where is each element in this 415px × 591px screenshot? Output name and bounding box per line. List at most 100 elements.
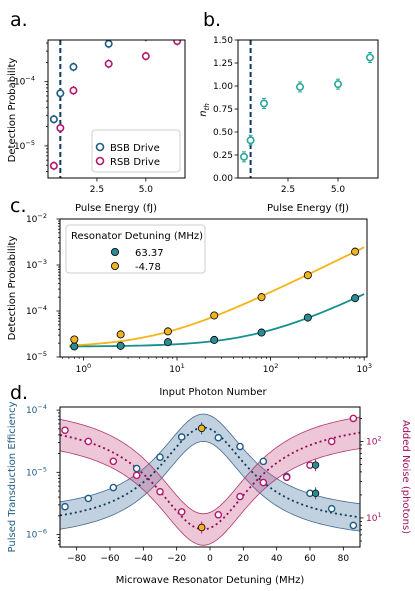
panel-d-ytick-left-label-base: 10	[26, 531, 38, 541]
panel-c-xtick-label-exp: 1	[181, 362, 185, 370]
panel-c-legend: Resonator Detuning (MHz) 63.37 -4.78	[65, 224, 206, 274]
panel-c-ytick-label-base: 10	[26, 261, 38, 271]
legend-bsb-label: BSB Drive	[110, 143, 160, 154]
panel-b-ytick-label-base: 0.75	[213, 105, 233, 115]
panel-b-ytick-label-base: 1.00	[213, 82, 233, 92]
panel-d-xlabel: Microwave Resonator Detuning (MHz)	[116, 575, 305, 586]
panel-d-xtick-label-base: 20	[238, 554, 250, 564]
panel-d-xtick-label: −60	[101, 554, 120, 564]
panel-d-left-point	[349, 521, 358, 530]
panel-a-ytick-label: 10−5	[14, 139, 35, 152]
panel-c-ytick-label-base: 10	[26, 353, 38, 363]
panel-d-noise-band	[60, 416, 360, 546]
panel-c-s1-point	[257, 293, 266, 302]
panel-a-s1-point	[104, 59, 113, 68]
panel-d-ytick-right-label-base: 10	[366, 437, 378, 447]
panel-b-ytick-label: 0.25	[213, 151, 233, 161]
panel-c-s1-point	[303, 271, 312, 280]
panel-d-xtick-label: 40	[271, 554, 283, 564]
panel-c-plot-area	[69, 246, 365, 351]
panel-d-ytick-left-label-base: 10	[26, 468, 38, 478]
panel-c-frame	[59, 218, 368, 358]
panel-d-xtick-label: 80	[338, 554, 350, 564]
panel-a-s0-point	[56, 89, 65, 98]
legend-rsb-marker	[95, 156, 105, 166]
panel-b-point	[295, 82, 304, 91]
panel-a-ytick-label-base: 10	[14, 78, 26, 88]
panel-b-point	[365, 53, 374, 62]
panel-b-ytick-label: 1.50	[213, 36, 233, 46]
panel-a-ytick-label: 10−4	[14, 75, 35, 88]
panel-c-ylabel: Detection Probability	[7, 236, 18, 341]
panel-a-s1-point	[56, 124, 65, 133]
panel-a-ytick-label-exp: −5	[25, 139, 35, 147]
panel-d-ytick-right-label: 102	[366, 434, 382, 447]
panel-d-xtick-label: −80	[67, 554, 86, 564]
panel-a-xtick-label-base: 2.5	[90, 185, 104, 195]
panel-d-efficiency-band	[60, 413, 360, 532]
panel-b-point	[333, 80, 342, 89]
panel-a-s0-point	[174, 23, 180, 29]
panel-c-xtick-label: 102	[263, 362, 279, 375]
legend-63-label: 63.37	[135, 248, 164, 259]
panel-c-s0-point	[70, 342, 79, 351]
panel-c-xtick-label-exp: 3	[368, 362, 372, 370]
panel-d-xtick-label-base: 80	[338, 554, 350, 564]
panel-c-ytick-label-exp: −3	[37, 258, 47, 266]
panel-d-right-point	[327, 437, 336, 446]
panel-d-left-point	[177, 433, 186, 441]
panel-d-xtick-label-base: −60	[101, 554, 120, 564]
panel-c-xlabel: Input Photon Number	[159, 387, 267, 398]
panel-a-frame	[47, 39, 186, 179]
panel-c-legend-box	[65, 224, 206, 274]
panel-d-right-point	[109, 457, 118, 466]
panel-b-xlabel: Pulse Energy (fJ)	[267, 203, 349, 214]
panel-d-ytick-left-label: 10−4	[26, 403, 47, 416]
panel-b-xtick-label: 2.5	[281, 185, 295, 195]
panel-d-ytick-right-label: 101	[366, 511, 382, 524]
panel-c-xtick-label: 101	[169, 362, 185, 375]
panel-a-s1-point	[49, 161, 58, 170]
panel-d-ytick-right-label-base: 10	[366, 514, 378, 524]
panel-b-xtick-label: 5.0	[331, 185, 346, 195]
panel-a: a. 2.5 5.010−510−4 Pulse Energy (fJ) Dete…	[7, 9, 186, 214]
panel-a-legend-box	[91, 129, 181, 173]
panel-c-ytick-label-exp: −5	[37, 350, 47, 358]
panel-c-s1-point	[210, 311, 219, 320]
panel-d-ylabel-right: Added Noise (photons)	[400, 420, 411, 534]
panel-b-ytick-label-base: 1.50	[213, 36, 233, 46]
panel-a-ytick-label-exp: −4	[25, 75, 35, 83]
panel-d-highlight-point	[311, 489, 320, 497]
panel-c-s0-point	[257, 328, 266, 337]
panel-a-ytick-label-base: 10	[14, 142, 26, 152]
panel-c-s0-point	[303, 313, 312, 322]
panel-d-ytick-left-label: 10−5	[26, 465, 47, 478]
panel-d-ytick-left-label: 10−6	[26, 528, 47, 541]
panel-c-xtick-label: 100	[76, 362, 92, 375]
panel-a-s0-point	[69, 62, 78, 71]
panel-d-right-point	[84, 437, 93, 446]
panel-d-xtick-label: 60	[304, 554, 316, 564]
panel-b-ytick-label: 0.50	[213, 128, 233, 138]
panel-d-left-point	[214, 433, 223, 442]
panel-a-legend: BSB Drive RSB Drive	[91, 129, 181, 173]
panel-d-plot-area	[60, 413, 360, 546]
panel-c-s1-point	[163, 327, 172, 336]
panel-c-s1-point	[116, 330, 125, 339]
panel-d-xtick-label-base: −40	[134, 554, 153, 564]
panel-d-xtick-label: 0	[207, 554, 213, 564]
panel-d-xtick-label: −20	[167, 554, 186, 564]
panel-b: b. 2.5 5.0 0.00 0.25 0.50 0.75 1.00 1.25 1.50 Pu…	[198, 9, 379, 214]
panel-d-ytick-left-label-exp: −4	[37, 403, 47, 411]
panel-d-xtick-label: 20	[238, 554, 250, 564]
panel-c-s0-point	[163, 338, 172, 347]
panel-d-xtick-label-base: −80	[67, 554, 86, 564]
panel-a-s1-point	[69, 86, 78, 95]
panel-c-xtick-label-exp: 0	[87, 362, 91, 370]
panel-c-legend-title: Resonator Detuning (MHz)	[71, 231, 203, 242]
panel-a-letter: a.	[10, 9, 28, 31]
panel-d-left-point	[109, 483, 118, 492]
panel-b-ytick-label-base: 1.25	[213, 59, 233, 69]
panel-d-left-point	[132, 464, 141, 473]
